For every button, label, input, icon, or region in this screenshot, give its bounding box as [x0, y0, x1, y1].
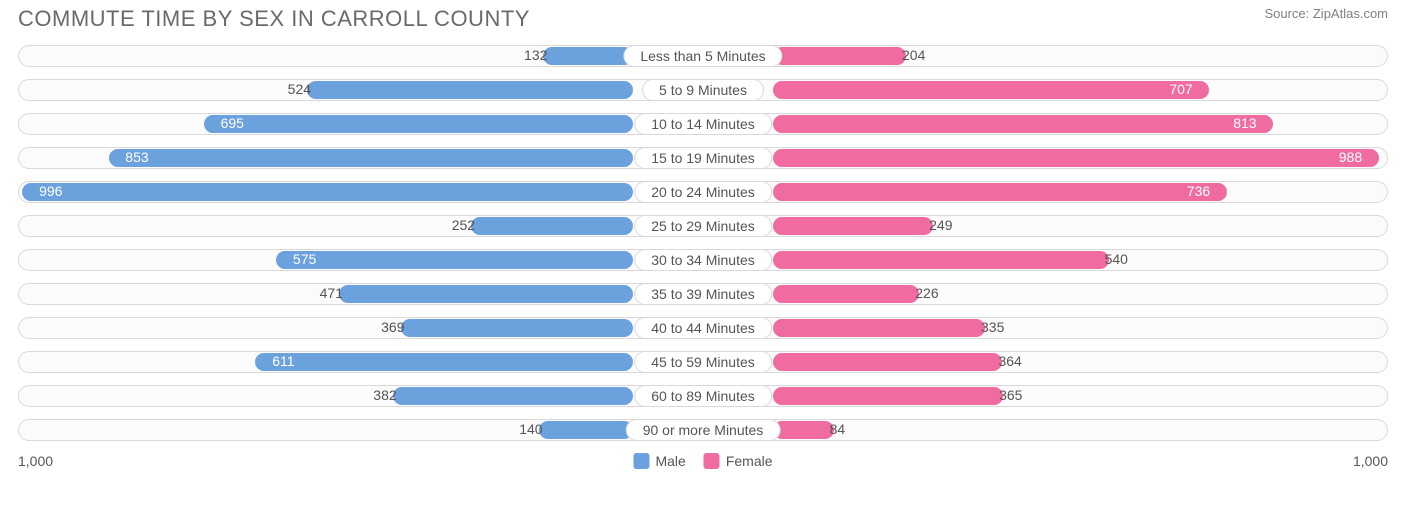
chart-container: Commute Time By Sex In Carroll County So…	[0, 0, 1406, 523]
bar-male	[543, 47, 633, 65]
bar-female	[773, 251, 1109, 269]
bar-male	[255, 353, 633, 371]
bar-male	[307, 81, 633, 99]
legend-swatch-female	[704, 453, 720, 469]
value-female: 540	[1105, 251, 1128, 267]
chart-source: Source: ZipAtlas.com	[1264, 6, 1388, 21]
category-label: 10 to 14 Minutes	[634, 113, 772, 135]
value-female: 736	[1187, 183, 1210, 199]
chart-row: 252 249 25 to 29 Minutes	[18, 212, 1388, 240]
bar-male	[401, 319, 634, 337]
axis-label-left: 1,000	[18, 453, 53, 469]
bar-female	[773, 217, 933, 235]
value-female: 707	[1169, 81, 1192, 97]
value-male: 369	[381, 319, 404, 335]
value-female: 204	[902, 47, 925, 63]
chart-row: 140 84 90 or more Minutes	[18, 416, 1388, 444]
chart-legend: Male Female	[633, 453, 772, 469]
category-label: 35 to 39 Minutes	[634, 283, 772, 305]
chart-row: 853 988 15 to 19 Minutes	[18, 144, 1388, 172]
value-female: 364	[998, 353, 1021, 369]
bar-female	[773, 421, 834, 439]
category-label: 20 to 24 Minutes	[634, 181, 772, 203]
category-label: 15 to 19 Minutes	[634, 147, 772, 169]
value-female: 335	[981, 319, 1004, 335]
category-label: 40 to 44 Minutes	[634, 317, 772, 339]
category-label: 60 to 89 Minutes	[634, 385, 772, 407]
bar-female	[773, 285, 919, 303]
legend-label-male: Male	[655, 453, 685, 469]
category-label: 5 to 9 Minutes	[642, 79, 764, 101]
value-male: 132	[524, 47, 547, 63]
value-male: 611	[272, 353, 294, 369]
value-male: 382	[373, 387, 396, 403]
chart-row: 132 204 Less than 5 Minutes	[18, 42, 1388, 70]
bar-male	[22, 183, 633, 201]
legend-label-female: Female	[726, 453, 773, 469]
bar-female	[773, 183, 1227, 201]
bar-male	[393, 387, 633, 405]
chart-row: 996 736 20 to 24 Minutes	[18, 178, 1388, 206]
chart-body: 132 204 Less than 5 Minutes 524 707 5 to 9 Mi…	[18, 42, 1388, 444]
value-female: 365	[999, 387, 1022, 403]
category-label: 45 to 59 Minutes	[634, 351, 772, 373]
bar-male	[109, 149, 633, 167]
bar-female	[773, 319, 985, 337]
bar-male	[539, 421, 633, 439]
category-label: 25 to 29 Minutes	[634, 215, 772, 237]
category-label: 30 to 34 Minutes	[634, 249, 772, 271]
axis-label-right: 1,000	[1353, 453, 1388, 469]
value-female: 249	[929, 217, 952, 233]
category-label: 90 or more Minutes	[626, 419, 781, 441]
chart-footer: 1,000 Male Female 1,000	[18, 450, 1388, 472]
value-male: 471	[320, 285, 343, 301]
value-male: 853	[125, 149, 148, 165]
bar-male	[204, 115, 633, 133]
value-male: 695	[221, 115, 244, 131]
value-female: 226	[915, 285, 938, 301]
bar-female	[773, 81, 1209, 99]
legend-male: Male	[633, 453, 685, 469]
chart-row: 471 226 35 to 39 Minutes	[18, 280, 1388, 308]
value-male: 996	[39, 183, 62, 199]
chart-title: Commute Time By Sex In Carroll County	[18, 6, 530, 32]
legend-swatch-male	[633, 453, 649, 469]
value-female: 813	[1233, 115, 1256, 131]
bar-female	[773, 115, 1273, 133]
legend-female: Female	[704, 453, 773, 469]
category-label: Less than 5 Minutes	[623, 45, 782, 67]
bar-female	[773, 149, 1379, 167]
value-female: 84	[830, 421, 846, 437]
chart-row: 369 335 40 to 44 Minutes	[18, 314, 1388, 342]
value-female: 988	[1339, 149, 1362, 165]
value-male: 140	[519, 421, 542, 437]
bar-male	[339, 285, 633, 303]
bar-male	[276, 251, 633, 269]
chart-row: 575 540 30 to 34 Minutes	[18, 246, 1388, 274]
bar-female	[773, 387, 1003, 405]
chart-row: 524 707 5 to 9 Minutes	[18, 76, 1388, 104]
bar-female	[773, 47, 906, 65]
chart-row: 382 365 60 to 89 Minutes	[18, 382, 1388, 410]
chart-header: Commute Time By Sex In Carroll County So…	[18, 6, 1388, 32]
chart-row: 611 364 45 to 59 Minutes	[18, 348, 1388, 376]
value-male: 252	[452, 217, 475, 233]
chart-row: 695 813 10 to 14 Minutes	[18, 110, 1388, 138]
value-male: 524	[288, 81, 311, 97]
bar-female	[773, 353, 1002, 371]
value-male: 575	[293, 251, 316, 267]
bar-male	[471, 217, 633, 235]
